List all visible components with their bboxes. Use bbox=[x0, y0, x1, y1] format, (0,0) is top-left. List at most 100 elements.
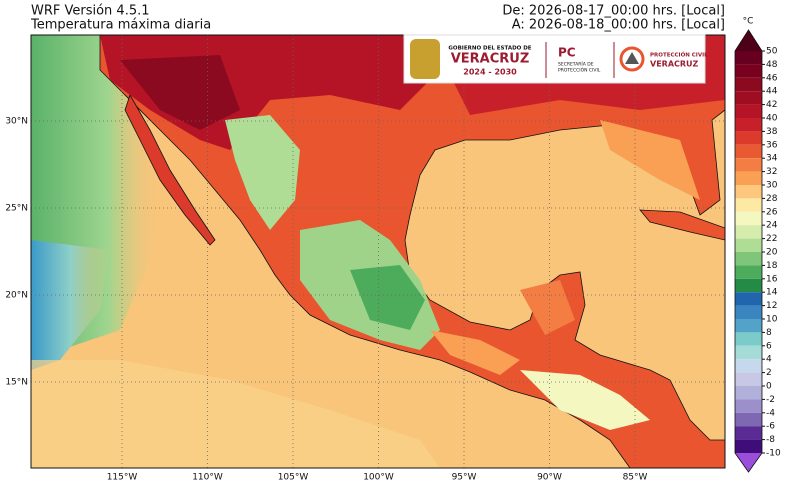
yucatan bbox=[520, 280, 575, 335]
lon-label: 90°W bbox=[537, 473, 562, 483]
colorbar-label: 32 bbox=[766, 167, 777, 177]
colorbar-label: 10 bbox=[766, 315, 778, 325]
pacific-south bbox=[31, 360, 440, 468]
colorbar-bin bbox=[735, 305, 762, 319]
colorbar-label: 22 bbox=[766, 234, 777, 244]
colorbar-bin bbox=[735, 198, 762, 212]
colorbar-label: 6 bbox=[766, 341, 772, 351]
colorbar-bin bbox=[735, 77, 762, 92]
colorbar-bin bbox=[735, 399, 762, 413]
lat-label: 20°N bbox=[5, 291, 28, 301]
central-america-highlands bbox=[520, 370, 650, 430]
florida-area bbox=[600, 120, 700, 200]
map-frame bbox=[30, 34, 726, 469]
gov-name: VERACRUZ bbox=[451, 52, 530, 67]
pc-logo: PC bbox=[558, 46, 576, 60]
colorbar-bin bbox=[735, 158, 762, 172]
colorbar-label: 48 bbox=[766, 60, 778, 70]
colorbar-label: -10 bbox=[766, 449, 781, 459]
veracruz-shield bbox=[410, 39, 440, 79]
colorbar-label: 28 bbox=[766, 194, 778, 204]
cool-highlands bbox=[350, 265, 425, 330]
colorbar-bin bbox=[735, 265, 762, 279]
colorbar-bin bbox=[735, 426, 762, 440]
map-ticks: 30°N 25°N 20°N 15°N 115°W 110°W 105°W 100°W 95°W… bbox=[5, 117, 647, 483]
colorbar-label: 16 bbox=[766, 274, 778, 284]
colorbar-bin bbox=[735, 225, 762, 239]
pc-sub1: SECRETARÍA DE bbox=[558, 61, 594, 68]
sierra-madre-occidental bbox=[225, 115, 300, 230]
gov-years: 2024 - 2030 bbox=[463, 68, 517, 77]
colorbar-label: 46 bbox=[766, 73, 778, 83]
colorbar-label: 2 bbox=[766, 368, 772, 378]
colorbar-bin bbox=[735, 64, 762, 78]
colorbar-bin bbox=[735, 372, 762, 386]
colorbar-label: -4 bbox=[766, 408, 775, 418]
colorbar-label: 18 bbox=[766, 261, 778, 271]
variable-label: Temperatura máxima diaria bbox=[30, 18, 211, 33]
gov-line: GOBIERNO DEL ESTADO DE bbox=[448, 46, 531, 52]
colorbar-over bbox=[735, 30, 762, 51]
colorbar-bin bbox=[735, 131, 762, 145]
colorbar-bin bbox=[735, 211, 762, 226]
lon-label: 115°W bbox=[107, 473, 138, 483]
colorbar-bin bbox=[735, 144, 762, 159]
colorbar-bin bbox=[735, 292, 762, 306]
lon-label: 95°W bbox=[452, 473, 477, 483]
colorbar-label: 12 bbox=[766, 301, 777, 311]
colorbar-label: 34 bbox=[766, 154, 778, 164]
colorbar: 5048464442403836343230282624222018161412… bbox=[734, 29, 781, 473]
colorbar-bin bbox=[735, 332, 762, 346]
model-label: WRF Versión 4.5.1 bbox=[31, 4, 150, 19]
colorbar-bin bbox=[735, 386, 762, 400]
pcv-name: VERACRUZ bbox=[650, 60, 699, 69]
colorbar-bin bbox=[735, 359, 762, 373]
colorbar-label: 30 bbox=[766, 181, 778, 191]
colorbar-bin bbox=[735, 319, 762, 333]
colorbar-label: 42 bbox=[766, 100, 777, 110]
lon-label: 110°W bbox=[192, 473, 223, 483]
colorbar-label: 20 bbox=[766, 248, 778, 258]
colorbar-bin bbox=[735, 252, 762, 266]
lat-label: 30°N bbox=[5, 117, 28, 127]
colorbar-label: -8 bbox=[766, 435, 775, 445]
colorbar-label: 14 bbox=[766, 288, 778, 298]
colorbar-bin bbox=[735, 278, 762, 293]
lon-label: 105°W bbox=[278, 473, 309, 483]
colorbar-label: 0 bbox=[766, 382, 772, 392]
logo-background bbox=[403, 34, 706, 84]
date-to: A: 2026-08-18_00:00 hrs. [Local] bbox=[512, 18, 725, 33]
colorbar-label: 50 bbox=[766, 47, 778, 57]
lat-label: 25°N bbox=[5, 204, 28, 214]
isthmus bbox=[430, 330, 520, 375]
colorbar-bin bbox=[735, 238, 762, 252]
baja-california bbox=[124, 94, 216, 246]
colorbar-bin bbox=[735, 412, 762, 427]
colorbar-label: 44 bbox=[766, 87, 778, 97]
colorbar-bin bbox=[735, 185, 762, 199]
colorbar-bin bbox=[735, 118, 762, 132]
lat-label: 15°N bbox=[5, 378, 28, 388]
lon-label: 85°W bbox=[623, 473, 648, 483]
pc-triangle bbox=[625, 52, 639, 64]
pc-sub2: PROTECCIÓN CIVIL bbox=[558, 67, 601, 74]
colorbar-label: -6 bbox=[766, 422, 775, 432]
date-from: De: 2026-08-17_00:00 hrs. [Local] bbox=[502, 4, 725, 19]
colorbar-label: 38 bbox=[766, 127, 778, 137]
cuba bbox=[639, 209, 725, 241]
map bbox=[31, 35, 725, 468]
colorbar-label: 26 bbox=[766, 207, 778, 217]
colorbar-bin bbox=[735, 51, 762, 65]
logo-box: GOBIERNO DEL ESTADO DE VERACRUZ 2024 - 2… bbox=[403, 34, 708, 84]
lon-label: 100°W bbox=[363, 473, 394, 483]
pacific-cold bbox=[31, 240, 110, 370]
graticule bbox=[31, 35, 725, 468]
colorbar-label: 40 bbox=[766, 114, 778, 124]
colorbar-label: 24 bbox=[766, 221, 778, 231]
colorbar-bin bbox=[735, 345, 762, 360]
colorbar-bin bbox=[735, 171, 762, 185]
pcv-line: PROTECCIÓN CIVIL bbox=[650, 52, 708, 59]
colorbar-label: 36 bbox=[766, 140, 778, 150]
colorbar-bin bbox=[735, 91, 762, 105]
hottest-area bbox=[120, 55, 240, 130]
